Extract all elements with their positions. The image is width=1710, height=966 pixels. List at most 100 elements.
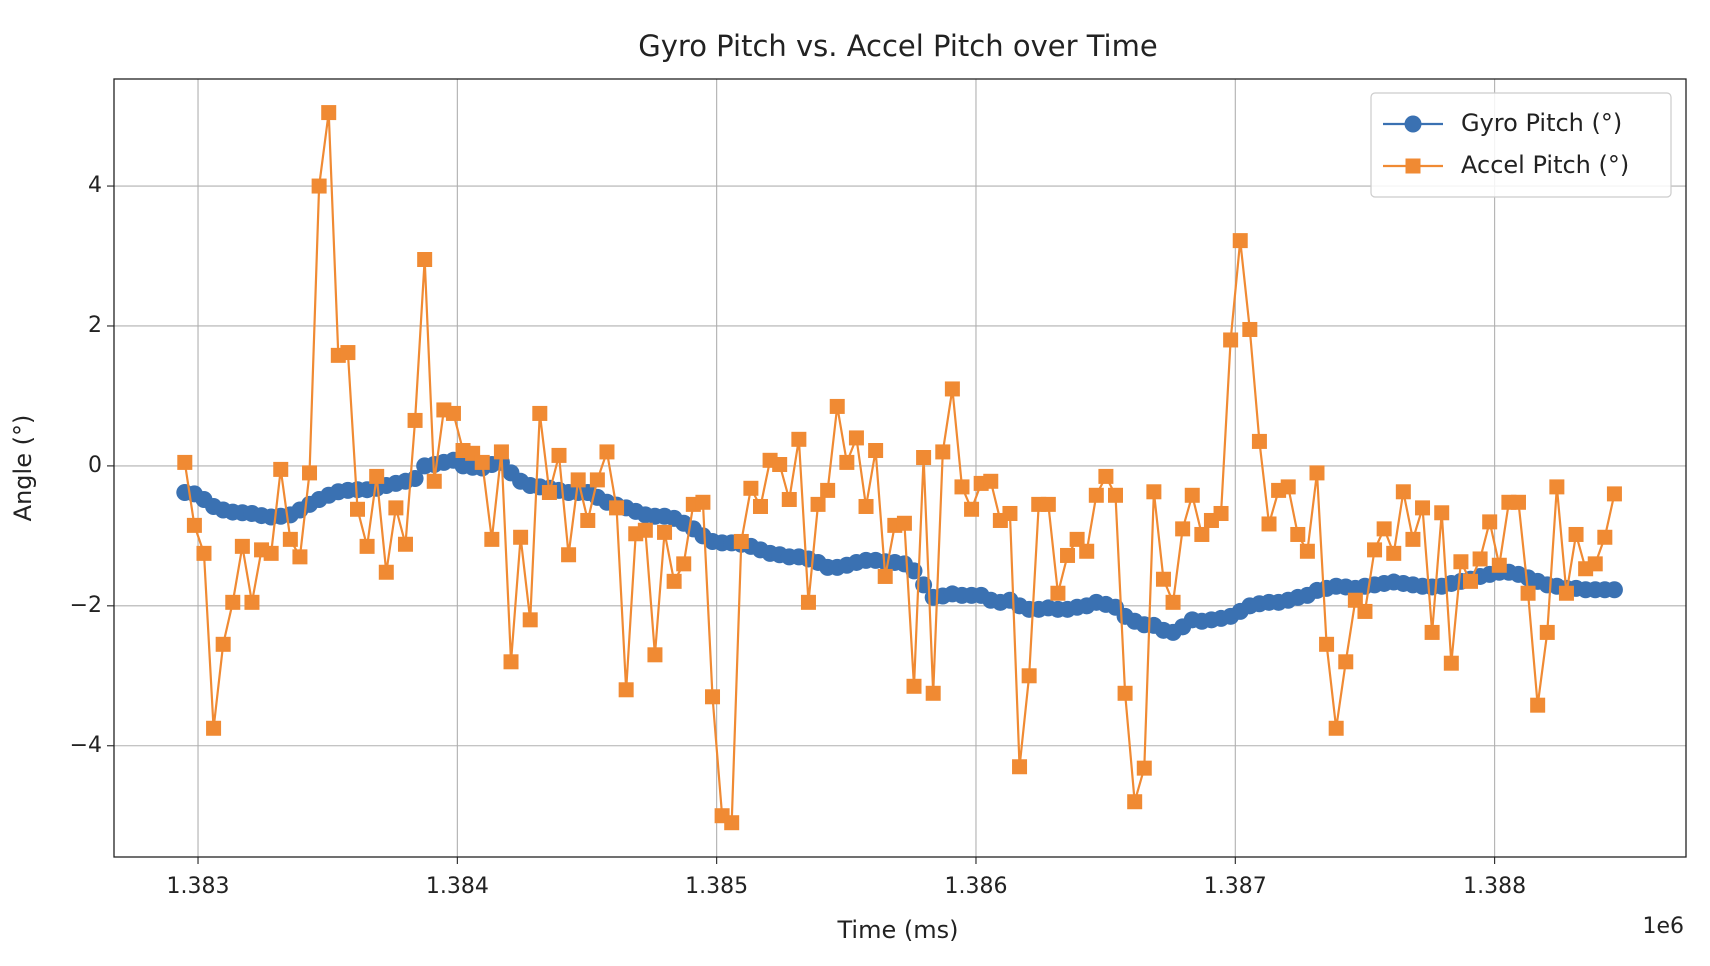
x-tick-label: 1.385 — [685, 874, 748, 899]
data-point — [1232, 233, 1248, 249]
data-point — [1155, 571, 1171, 587]
data-point — [935, 444, 951, 460]
data-point — [1405, 531, 1421, 547]
y-tick-label: 4 — [88, 173, 102, 198]
data-point — [609, 500, 625, 516]
data-point — [1319, 636, 1335, 652]
data-point — [724, 815, 740, 831]
y-tick-label: −2 — [70, 593, 102, 618]
data-point — [350, 501, 366, 517]
data-point — [1069, 531, 1085, 547]
data-point — [1088, 487, 1104, 503]
data-point — [1146, 484, 1162, 500]
x-offset-label: 1e6 — [1642, 914, 1684, 939]
data-point — [896, 515, 912, 531]
data-point — [1194, 526, 1210, 542]
data-point — [743, 480, 759, 496]
data-point — [1060, 547, 1076, 563]
data-point — [1530, 697, 1546, 713]
data-point — [657, 524, 673, 540]
data-point — [791, 431, 807, 447]
x-tick-label: 1.383 — [167, 874, 230, 899]
data-point — [772, 457, 788, 473]
data-point — [733, 533, 749, 549]
plot-background — [114, 79, 1686, 857]
data-point — [858, 498, 874, 514]
data-point — [666, 573, 682, 589]
data-point — [263, 545, 279, 561]
data-point — [1261, 516, 1277, 532]
data-point — [302, 465, 318, 481]
data-point — [1558, 585, 1574, 601]
data-point — [215, 636, 231, 652]
data-point — [1223, 332, 1239, 348]
x-tick-label: 1.387 — [1204, 874, 1267, 899]
data-point — [369, 468, 385, 484]
data-point — [541, 484, 557, 500]
data-point — [580, 512, 596, 528]
data-point — [311, 178, 327, 194]
legend-label: Accel Pitch (°) — [1461, 151, 1629, 179]
data-point — [637, 522, 653, 538]
data-point — [983, 473, 999, 489]
data-point — [925, 685, 941, 701]
data-point — [848, 430, 864, 446]
data-point — [1213, 505, 1229, 521]
legend-box — [1370, 92, 1672, 198]
data-point — [1002, 505, 1018, 521]
data-point — [273, 461, 289, 477]
data-point — [1021, 668, 1037, 684]
data-point — [1605, 581, 1623, 599]
data-point — [388, 500, 404, 516]
data-point — [589, 472, 605, 488]
data-point — [340, 345, 356, 361]
data-point — [705, 689, 721, 705]
data-point — [1606, 486, 1622, 502]
data-point — [1367, 542, 1383, 558]
chart-title: Gyro Pitch vs. Accel Pitch over Time — [638, 29, 1157, 63]
x-tick-label: 1.386 — [944, 874, 1007, 899]
data-point — [829, 398, 845, 414]
data-point — [1443, 655, 1459, 671]
data-point — [964, 501, 980, 517]
data-point — [1117, 685, 1133, 701]
plot-frame — [113, 78, 1687, 858]
data-point — [177, 454, 193, 470]
data-point — [1520, 585, 1536, 601]
data-point — [1395, 484, 1411, 500]
data-point — [916, 450, 932, 466]
data-point — [1453, 554, 1469, 570]
data-point — [493, 444, 509, 460]
data-point — [877, 568, 893, 584]
y-tick-label: −4 — [70, 733, 102, 758]
data-point — [599, 444, 615, 460]
data-point — [1175, 521, 1191, 537]
data-point — [196, 545, 212, 561]
series — [177, 105, 1622, 831]
data-point — [1539, 624, 1555, 640]
legend: Gyro Pitch (°) Accel Pitch (°) — [1370, 92, 1672, 198]
data-point — [1136, 760, 1152, 776]
data-point — [1357, 603, 1373, 619]
data-point — [417, 252, 433, 268]
data-point — [800, 594, 816, 610]
data-point — [1165, 594, 1181, 610]
data-point — [1482, 514, 1498, 530]
data-point — [1242, 321, 1258, 337]
data-point — [1309, 465, 1325, 481]
data-point — [1386, 545, 1402, 561]
data-point — [321, 105, 337, 121]
data-point — [407, 412, 423, 428]
data-point — [513, 529, 529, 545]
data-point — [561, 547, 577, 563]
data-point — [810, 496, 826, 512]
data-point — [1587, 556, 1603, 572]
data-point — [225, 594, 241, 610]
data-point — [839, 454, 855, 470]
data-point — [1184, 487, 1200, 503]
x-axis-label: Time (ms) — [837, 916, 959, 944]
data-point — [1549, 479, 1565, 495]
data-point — [1251, 433, 1267, 449]
legend-marker — [1405, 158, 1421, 174]
